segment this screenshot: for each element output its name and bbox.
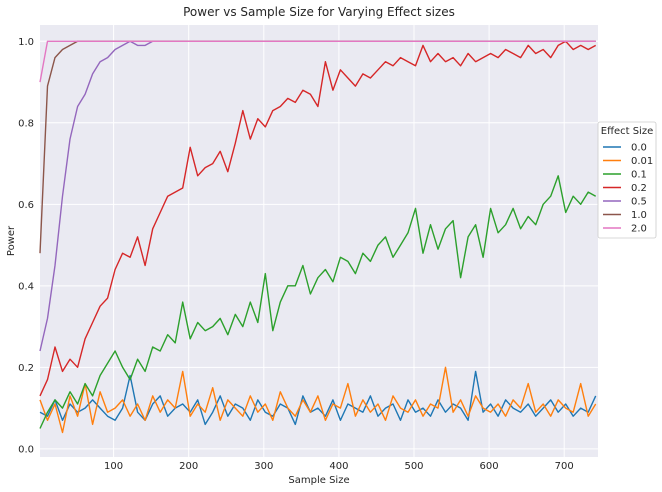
x-tick-label: 500 xyxy=(404,461,423,472)
x-tick-label: 100 xyxy=(104,461,123,472)
y-tick-label: 0.6 xyxy=(18,200,34,211)
series-line-0-0 xyxy=(39,370,597,426)
x-axis-label: Sample Size xyxy=(288,475,349,486)
x-tick-labels: 100 200 300 400 500 600 700 xyxy=(104,461,574,472)
y-tick-label: 0.8 xyxy=(18,118,34,129)
legend-label: 0.1 xyxy=(631,170,647,181)
y-tick-label: 0.4 xyxy=(18,281,34,292)
legend-title: Effect Size xyxy=(601,126,654,137)
x-tick-label: 400 xyxy=(329,461,348,472)
y-axis-label: Power xyxy=(6,225,17,256)
series-line-0-2 xyxy=(39,40,597,397)
chart-title: Power vs Sample Size for Varying Effect … xyxy=(183,5,455,19)
series-lines xyxy=(39,40,597,434)
x-tick-label: 700 xyxy=(555,461,574,472)
x-tick-label: 300 xyxy=(254,461,273,472)
legend: Effect Size 0.0 0.01 0.1 0.2 0.5 1.0 2.0 xyxy=(597,121,657,239)
legend-label: 0.01 xyxy=(631,156,653,167)
series-line-0-1 xyxy=(39,175,597,429)
legend-label: 1.0 xyxy=(631,210,647,221)
y-tick-label: 1.0 xyxy=(18,37,34,48)
legend-box xyxy=(597,121,657,239)
legend-label: 0.5 xyxy=(631,197,647,208)
x-tick-label: 200 xyxy=(179,461,198,472)
y-tick-label: 0.0 xyxy=(18,444,34,455)
legend-label: 0.0 xyxy=(631,143,647,154)
plot-background xyxy=(40,25,598,457)
legend-entries: 0.0 0.01 0.1 0.2 0.5 1.0 2.0 xyxy=(603,143,653,235)
y-tick-label: 0.2 xyxy=(18,363,34,374)
y-tick-labels: 0.0 0.2 0.4 0.6 0.8 1.0 xyxy=(18,37,34,456)
legend-label: 0.2 xyxy=(631,183,647,194)
series-line-2-0 xyxy=(39,40,596,83)
series-line-0-01 xyxy=(39,366,597,434)
x-tick-label: 600 xyxy=(480,461,499,472)
legend-label: 2.0 xyxy=(631,224,647,235)
